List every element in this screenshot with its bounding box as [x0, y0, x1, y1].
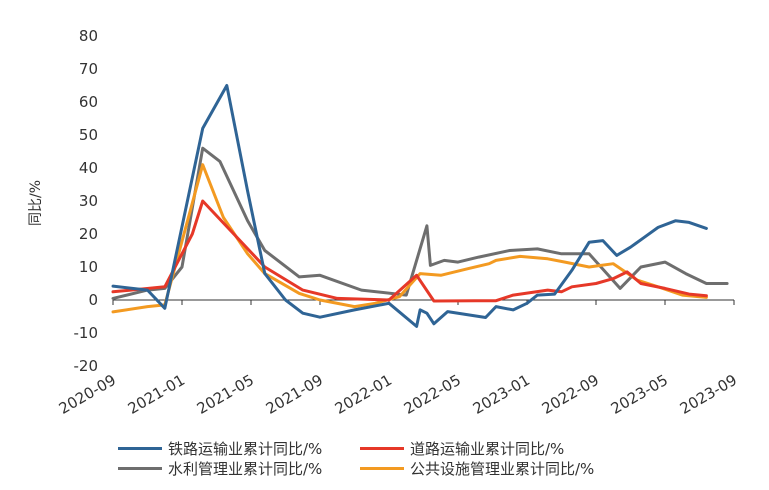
x-tick-label: 2022-05 [401, 371, 464, 418]
legend-swatch [118, 467, 162, 470]
x-tick-label: 2022-09 [539, 371, 602, 418]
series-line-4 [111, 163, 708, 314]
legend-item-series-3: 水利管理业累计同比/% [118, 458, 322, 479]
series-line-3 [111, 146, 729, 300]
x-tick-label: 2022-01 [332, 371, 395, 418]
legend-swatch [360, 467, 404, 470]
y-tick-label: -10 [74, 324, 99, 342]
series-layer [111, 84, 729, 328]
legend-swatch [118, 447, 162, 450]
y-tick-label: 50 [79, 126, 98, 144]
legend-label: 水利管理业累计同比/% [168, 460, 323, 478]
y-tick-label: 40 [79, 159, 98, 177]
legend-label: 公共设施管理业累计同比/% [410, 460, 595, 478]
x-tick-label: 2021-01 [125, 371, 188, 418]
x-tick-label: 2023-09 [677, 371, 740, 418]
series-line-2 [111, 199, 708, 303]
y-tick-label: 30 [79, 192, 98, 210]
y-tick-label: 70 [79, 60, 98, 78]
y-axis-ticks: 80 70 60 50 40 30 20 10 0 -10 -20 [74, 27, 99, 375]
legend-label: 道路运输业累计同比/% [410, 440, 565, 458]
legend-item-series-4: 公共设施管理业累计同比/% [360, 458, 594, 479]
y-tick-label: 60 [79, 93, 98, 111]
series-line-1 [111, 84, 708, 328]
y-tick-label: 0 [88, 291, 98, 309]
y-tick-label: 10 [79, 258, 98, 276]
y-tick-label: -20 [74, 357, 99, 375]
x-axis-ticks: 2020-09 2021-01 2021-05 2021-09 2022-01 2022-… [56, 300, 740, 418]
x-tick-label: 2020-09 [56, 371, 119, 418]
legend-item-series-1: 铁路运输业累计同比/% [118, 438, 322, 459]
x-tick-label: 2023-01 [470, 371, 533, 418]
y-axis-label: 同比/% [28, 180, 44, 226]
x-tick-label: 2023-05 [608, 371, 671, 418]
legend-swatch [360, 447, 404, 450]
legend-item-series-2: 道路运输业累计同比/% [360, 438, 564, 459]
x-tick-label: 2021-05 [194, 371, 257, 418]
y-tick-label: 80 [79, 27, 98, 45]
legend-label: 铁路运输业累计同比/% [168, 440, 323, 458]
y-tick-label: 20 [79, 225, 98, 243]
x-tick-label: 2021-09 [263, 371, 326, 418]
